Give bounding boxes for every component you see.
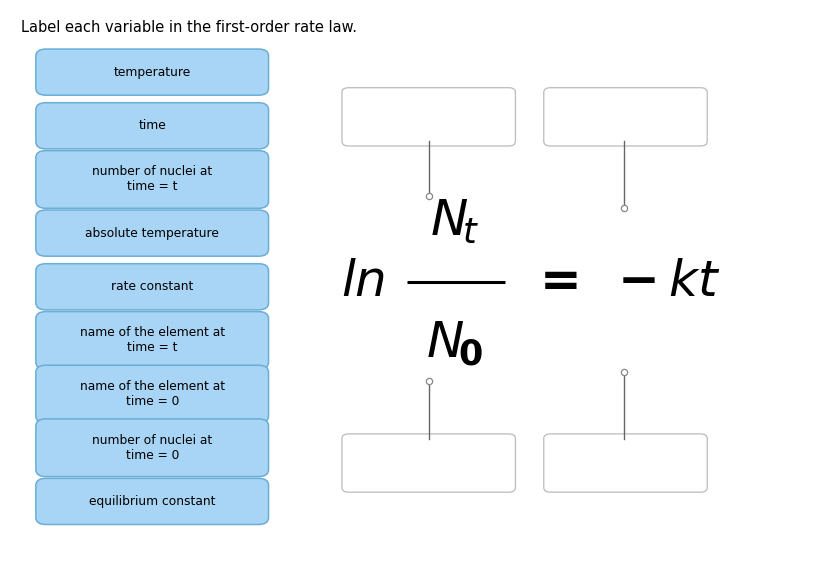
FancyBboxPatch shape [36,103,269,149]
Text: rate constant: rate constant [111,280,193,293]
FancyBboxPatch shape [36,264,269,310]
FancyBboxPatch shape [36,210,269,256]
Text: name of the element at
time = t: name of the element at time = t [79,327,225,354]
FancyBboxPatch shape [36,419,269,477]
Text: $\mathbf{\mathit{N}}_{\!\mathbf{0}}$: $\mathbf{\mathit{N}}_{\!\mathbf{0}}$ [426,319,483,368]
Text: time: time [138,119,166,132]
Text: Label each variable in the first-order rate law.: Label each variable in the first-order r… [21,20,357,35]
FancyBboxPatch shape [544,88,707,146]
Text: number of nuclei at
time = t: number of nuclei at time = t [92,166,213,193]
Text: equilibrium constant: equilibrium constant [89,495,215,508]
Text: number of nuclei at
time = 0: number of nuclei at time = 0 [92,434,213,462]
FancyBboxPatch shape [36,365,269,423]
FancyBboxPatch shape [36,478,269,524]
FancyBboxPatch shape [342,88,515,146]
FancyBboxPatch shape [342,434,515,492]
FancyBboxPatch shape [36,49,269,95]
FancyBboxPatch shape [36,151,269,208]
Text: $\mathbf{\mathit{ln}}$: $\mathbf{\mathit{ln}}$ [341,257,384,306]
Text: name of the element at
time = 0: name of the element at time = 0 [79,380,225,408]
Text: temperature: temperature [113,66,191,78]
Text: absolute temperature: absolute temperature [85,227,219,239]
Text: $\mathbf{=\ -\mathit{kt}}$: $\mathbf{=\ -\mathit{kt}}$ [530,257,721,306]
FancyBboxPatch shape [544,434,707,492]
FancyBboxPatch shape [36,312,269,369]
Text: $\mathbf{\mathit{N}}_{\!\mathbf{\mathit{t}}}$: $\mathbf{\mathit{N}}_{\!\mathbf{\mathit{… [430,198,479,246]
